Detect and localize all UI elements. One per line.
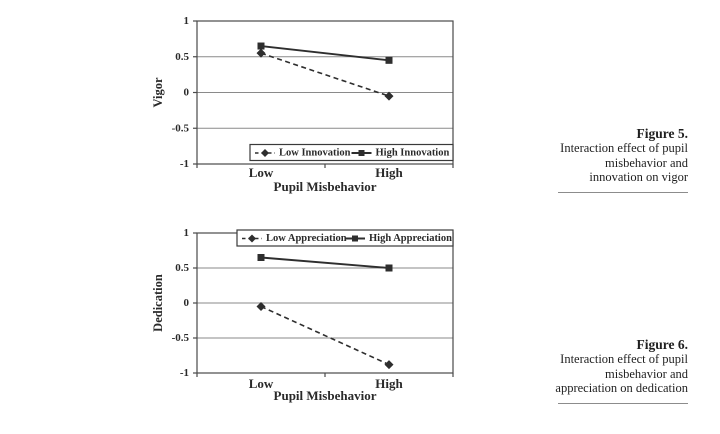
x-category-label: Low xyxy=(249,165,274,180)
y-tick-label: -0.5 xyxy=(172,332,190,344)
y-tick-label: -1 xyxy=(180,367,189,379)
legend-label: High Appreciation xyxy=(369,233,452,244)
caption-line: Interaction effect of pupil xyxy=(560,352,688,366)
figure-6-caption: Figure 6. Interaction effect of pupil mi… xyxy=(503,337,688,404)
x-axis-title: Pupil Misbehavior xyxy=(274,388,377,403)
x-category-label: High xyxy=(375,165,403,180)
legend-label: Low Innovation xyxy=(279,148,351,159)
diamond-marker xyxy=(256,302,266,311)
x-axis-title: Pupil Misbehavior xyxy=(274,179,377,194)
series-low-innovation xyxy=(256,48,394,101)
gridlines xyxy=(197,56,453,129)
legend-label: Low Appreciation xyxy=(266,233,347,244)
figure-6-caption-title: Figure 6. xyxy=(636,337,689,352)
y-tick-label: -0.5 xyxy=(172,122,190,134)
x-category-label: Low xyxy=(249,376,274,391)
axis-ticks xyxy=(193,20,454,168)
figure-5-caption-title: Figure 5. xyxy=(636,126,689,141)
legend: Low Appreciation High Appreciation xyxy=(236,229,454,247)
y-tick-label: 0 xyxy=(184,87,190,99)
square-marker xyxy=(385,264,393,272)
caption-line: misbehavior and xyxy=(605,366,688,381)
legend: Low Innovation High Innovation xyxy=(249,143,454,162)
diamond-marker xyxy=(384,91,394,101)
gridlines xyxy=(197,267,453,339)
y-axis-title: Dedication xyxy=(151,274,165,332)
caption-rule xyxy=(558,402,688,404)
y-tick-label: -1 xyxy=(180,158,189,170)
diamond-marker xyxy=(248,234,256,243)
legend-label: High Innovation xyxy=(376,148,450,159)
diamond-marker xyxy=(256,48,266,58)
square-marker xyxy=(352,235,358,242)
square-marker xyxy=(385,56,393,64)
caption-line: appreciation on dedication xyxy=(555,381,688,395)
caption-line: Interaction effect of pupil xyxy=(560,141,688,155)
y-tick-label: 0.5 xyxy=(175,262,189,274)
y-axis-title: Vigor xyxy=(151,77,165,108)
series-high-appreciation xyxy=(257,254,393,272)
square-marker xyxy=(358,150,365,156)
series-high-innovation xyxy=(257,42,393,64)
x-category-label: High xyxy=(375,376,403,391)
caption-line: misbehavior and xyxy=(605,155,688,170)
figure-5-caption: Figure 5. Interaction effect of pupil mi… xyxy=(503,126,688,193)
square-marker xyxy=(257,42,265,50)
square-marker xyxy=(257,254,265,261)
y-tick-label: 1 xyxy=(184,15,190,27)
axis-ticks xyxy=(193,232,454,377)
caption-line: innovation on vigor xyxy=(589,170,688,184)
y-tick-label: 0 xyxy=(184,297,190,309)
diamond-marker xyxy=(261,149,269,157)
series-low-appreciation xyxy=(256,302,394,370)
caption-rule xyxy=(558,191,688,193)
y-tick-label: 0.5 xyxy=(175,51,189,63)
y-tick-label: 1 xyxy=(184,227,190,239)
diamond-marker xyxy=(384,360,394,370)
